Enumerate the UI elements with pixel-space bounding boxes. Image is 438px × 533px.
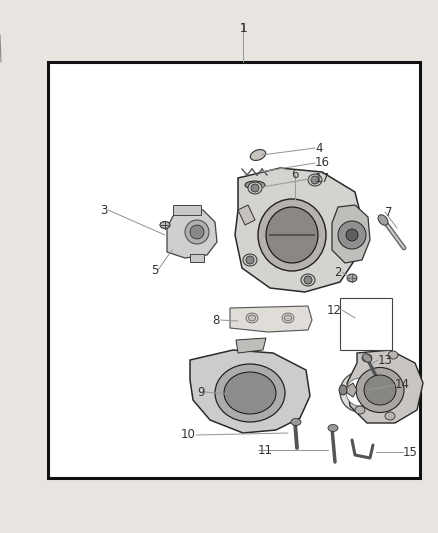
Polygon shape [190,350,310,433]
Circle shape [311,176,319,184]
Polygon shape [347,350,423,423]
Ellipse shape [160,222,170,229]
Text: 17: 17 [315,172,330,184]
Ellipse shape [291,418,301,425]
Ellipse shape [328,424,338,432]
Ellipse shape [266,207,318,263]
Ellipse shape [378,215,388,225]
Text: 16: 16 [315,157,330,169]
Text: 4: 4 [315,141,322,155]
Ellipse shape [215,364,285,422]
Ellipse shape [258,199,326,271]
Circle shape [304,276,312,284]
Circle shape [346,378,374,406]
Circle shape [338,221,366,249]
Ellipse shape [363,354,371,362]
Ellipse shape [339,385,347,395]
Text: 12: 12 [327,303,342,317]
Circle shape [251,184,259,192]
Circle shape [340,372,380,412]
Polygon shape [238,205,255,225]
Ellipse shape [362,354,372,362]
Circle shape [185,220,209,244]
Text: 5: 5 [151,263,158,277]
Text: 8: 8 [212,313,220,327]
Ellipse shape [347,274,357,282]
Polygon shape [236,338,266,353]
Polygon shape [332,205,370,263]
Ellipse shape [246,313,258,323]
Circle shape [346,229,358,241]
Text: 1: 1 [239,21,247,35]
Ellipse shape [308,174,322,186]
Text: 3: 3 [101,204,108,216]
Text: 6: 6 [291,168,299,182]
Polygon shape [230,306,312,332]
Ellipse shape [356,367,404,413]
Ellipse shape [224,372,276,414]
Ellipse shape [248,315,255,321]
Ellipse shape [243,254,257,266]
Ellipse shape [364,375,396,405]
Bar [48,62,420,478]
Text: 1: 1 [239,21,247,35]
Text: 9: 9 [198,385,205,399]
Ellipse shape [355,406,365,414]
Text: 13: 13 [378,353,393,367]
Ellipse shape [388,351,398,359]
Polygon shape [167,208,217,258]
Text: 15: 15 [403,446,418,458]
Circle shape [246,256,254,264]
Text: 2: 2 [335,265,342,279]
Bar [340,298,392,350]
Ellipse shape [250,150,266,160]
Ellipse shape [285,315,292,321]
Bar [173,205,201,215]
Ellipse shape [248,182,262,194]
Text: 11: 11 [258,443,273,456]
Text: 14: 14 [395,378,410,392]
Bar [190,254,204,262]
Text: 10: 10 [181,429,196,441]
Ellipse shape [301,274,315,286]
Polygon shape [343,383,357,397]
Text: 7: 7 [385,206,392,219]
Polygon shape [235,168,362,292]
Circle shape [190,225,204,239]
Ellipse shape [385,412,395,420]
Ellipse shape [282,313,294,323]
Ellipse shape [245,181,265,189]
